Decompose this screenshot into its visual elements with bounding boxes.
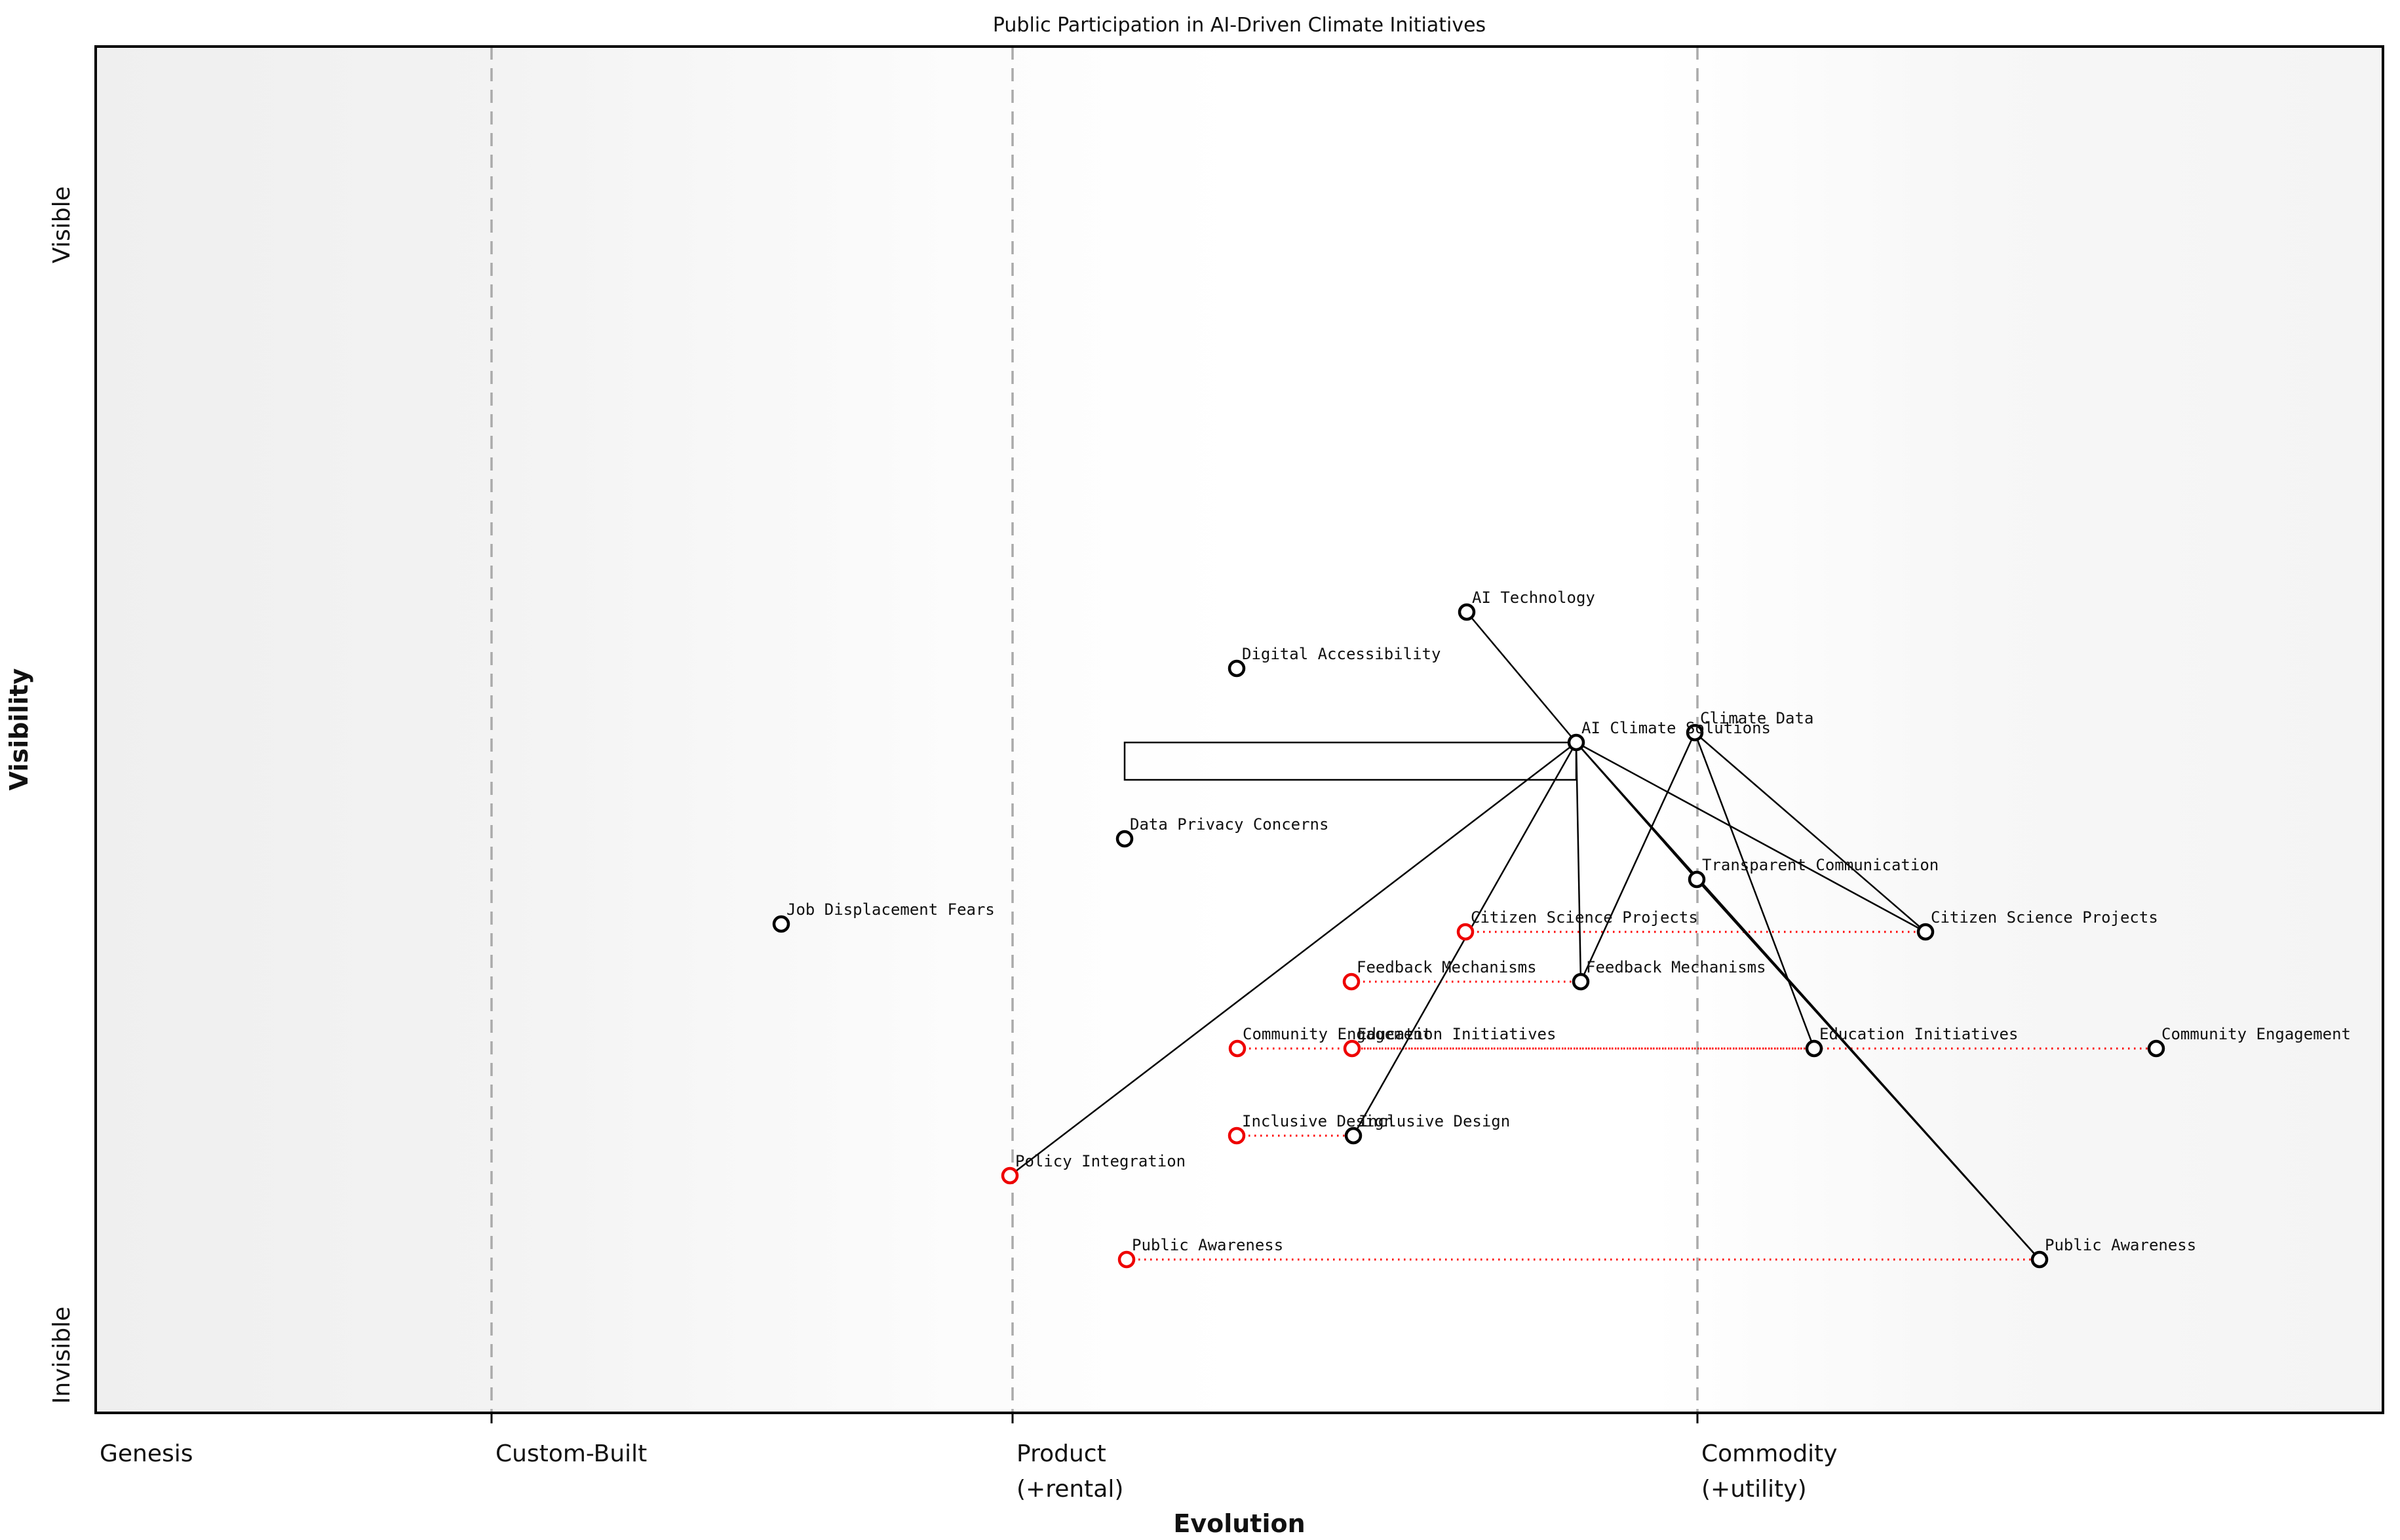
stage-label: Custom-Built	[495, 1440, 647, 1467]
label-citizen_future: Citizen Science Projects	[1931, 908, 2158, 927]
node-citizen_now	[1456, 923, 1475, 941]
node-transparent_comm	[1688, 870, 1706, 889]
node-data_privacy	[1115, 830, 1134, 848]
movement-lines	[1127, 931, 2156, 1261]
label-climate_data: Climate Data	[1700, 709, 1813, 727]
label-education_future: Education Initiatives	[1819, 1025, 2018, 1043]
node-community_future	[2147, 1039, 2165, 1058]
label-digital_access: Digital Accessibility	[1242, 645, 1441, 663]
node-public_now	[1117, 1250, 1136, 1269]
node-policy_integration	[1001, 1166, 1019, 1185]
frame-rect	[94, 45, 2384, 1414]
label-public_future: Public Awareness	[2045, 1236, 2196, 1254]
edge-line	[1575, 742, 1582, 982]
x-axis-label: Evolution	[1173, 1509, 1305, 1538]
stage-label: Product (+rental)	[1016, 1440, 1123, 1503]
edge-line	[1576, 741, 1926, 933]
node-inclusive_future	[1344, 1126, 1363, 1145]
node-labels: AI Technology Digital Accessibility AI Cli…	[786, 588, 2351, 1254]
edge-line	[1694, 732, 1926, 933]
stage-label: Commodity (+utility)	[1701, 1440, 1838, 1503]
map-nodes	[772, 603, 2165, 1269]
node-education_future	[1805, 1039, 1823, 1058]
label-inclusive_now: Inclusive Design	[1242, 1112, 1393, 1130]
label-ai_technology: AI Technology	[1472, 588, 1595, 607]
label-job_displacement: Job Displacement Fears	[786, 900, 995, 919]
label-education_now: Education Initiatives	[1357, 1025, 1556, 1043]
label-feedback_future: Feedback Mechanisms	[1586, 958, 1766, 976]
edge-line	[1009, 742, 1577, 1176]
label-community_future: Community Engagement	[2161, 1025, 2351, 1043]
node-feedback_future	[1572, 972, 1590, 991]
node-community_now	[1228, 1039, 1247, 1058]
node-education_now	[1343, 1039, 1361, 1058]
node-feedback_now	[1342, 972, 1361, 991]
plot-background	[96, 47, 2383, 1413]
chart-title: Public Participation in AI-Driven Climat…	[993, 14, 1486, 37]
stage-label: Genesis	[100, 1440, 193, 1467]
y-tick-invisible: Invisible	[48, 1307, 75, 1404]
plot-frame	[94, 45, 2384, 1423]
node-ai_technology	[1458, 603, 1476, 621]
edge-line	[1579, 732, 1696, 982]
label-policy_integration: Policy Integration	[1015, 1152, 1186, 1170]
node-citizen_future	[1916, 923, 1935, 941]
node-climate_data	[1686, 723, 1704, 742]
y-tick-visible: Visible	[48, 186, 75, 263]
node-inclusive_now	[1228, 1126, 1246, 1145]
node-digital_access	[1228, 659, 1246, 678]
node-ai_climate	[1567, 733, 1585, 752]
stage-labels: Genesis Custom-Built Product (+rental) Commo…	[100, 1440, 1838, 1503]
dependency-edges	[1009, 611, 2040, 1260]
edge-line	[1694, 732, 1815, 1049]
node-job_displacement	[772, 915, 790, 933]
label-citizen_now: Citizen Science Projects	[1471, 908, 1698, 927]
node-public_future	[2030, 1250, 2049, 1269]
y-axis-label: Visibility	[5, 668, 33, 790]
label-data_privacy: Data Privacy Concerns	[1130, 815, 1328, 834]
label-inclusive_future: Inclusive Design	[1359, 1112, 1510, 1130]
evolution-gradient	[96, 47, 2383, 1413]
label-community_now: Community Engagement	[1243, 1025, 1432, 1043]
label-transparent_comm: Transparent Communication	[1702, 856, 1939, 874]
edge-line	[1466, 611, 1577, 743]
edge-line	[1696, 879, 2040, 1260]
label-feedback_now: Feedback Mechanisms	[1357, 958, 1537, 976]
label-ai_climate: AI Climate Solutions	[1581, 719, 1771, 737]
label-public_now: Public Awareness	[1132, 1236, 1283, 1254]
